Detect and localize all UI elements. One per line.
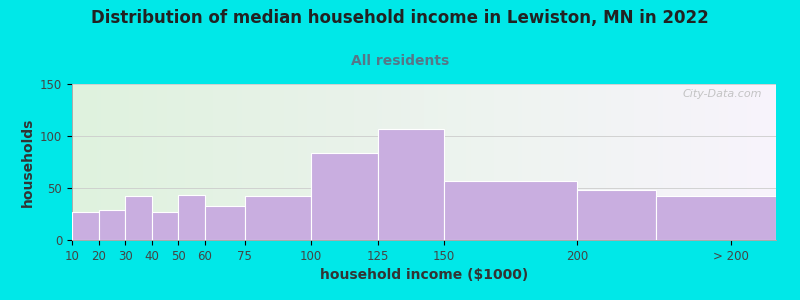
Bar [311,153,378,240]
Bar [577,190,657,240]
Bar [98,210,125,240]
Text: City-Data.com: City-Data.com [682,89,762,99]
Bar [657,196,776,240]
Bar [444,181,577,240]
Bar [72,212,98,240]
Text: Distribution of median household income in Lewiston, MN in 2022: Distribution of median household income … [91,9,709,27]
Bar [205,206,245,240]
Bar [245,196,311,240]
Text: All residents: All residents [351,54,449,68]
Bar [125,196,152,240]
X-axis label: household income ($1000): household income ($1000) [320,268,528,282]
Bar [152,212,178,240]
Bar [178,195,205,240]
Y-axis label: households: households [21,117,34,207]
Bar [378,129,444,240]
